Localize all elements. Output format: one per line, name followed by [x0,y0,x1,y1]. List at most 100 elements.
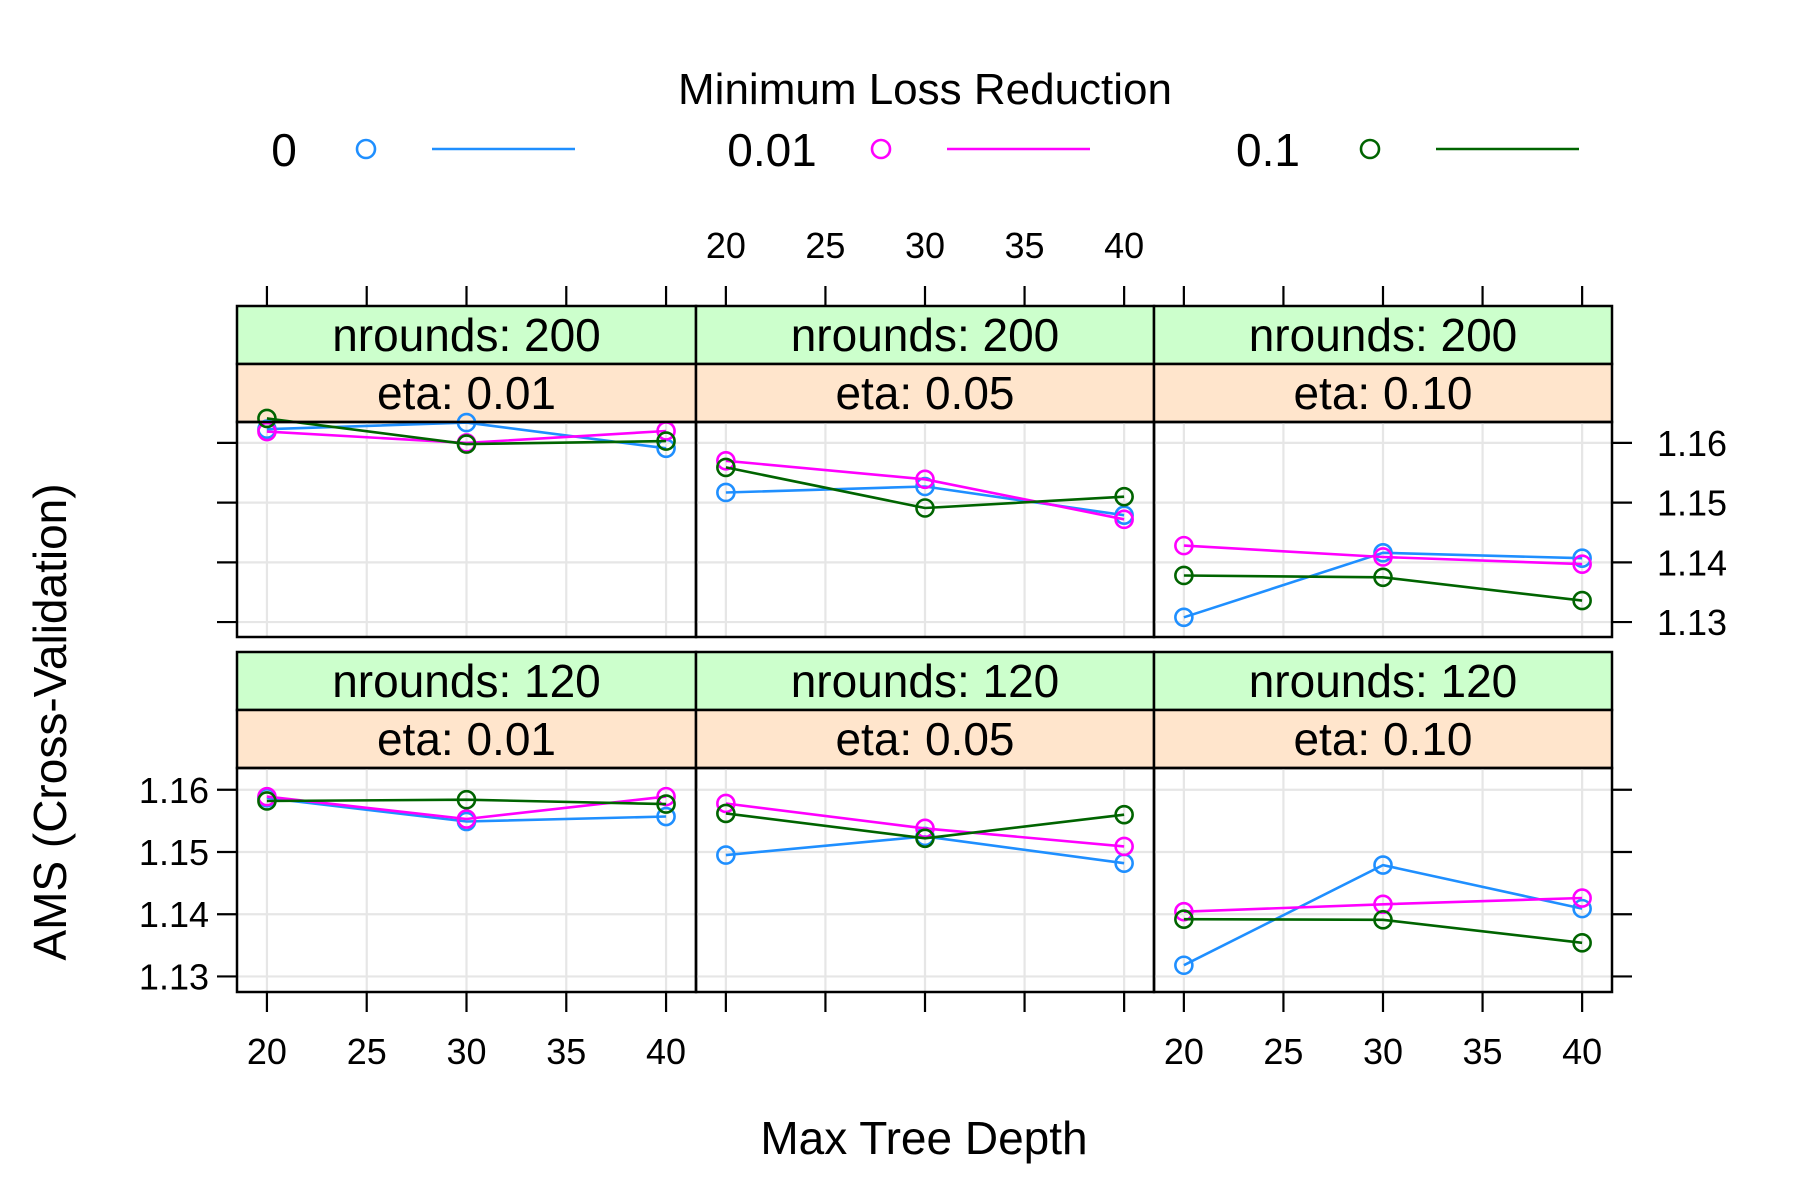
legend-marker-2 [1359,138,1381,160]
point-0-2-1 [456,434,477,454]
point-2-1-0 [1174,535,1194,556]
point-4-2-0 [716,803,736,824]
point-1-0-0 [716,482,736,503]
legend-label-1: 0.01 [727,124,817,176]
panel-border-2 [1152,420,1614,639]
strip-label-eta-2: eta: 0.10 [1293,367,1472,419]
strip-label-eta-5: eta: 0.10 [1293,713,1472,765]
series-line-2-0 [1183,551,1583,619]
strip-nrounds-0 [235,304,698,366]
point-2-2-1 [1373,567,1393,588]
point-1-1-1 [915,469,935,490]
series-line-2-1 [1183,544,1583,566]
x-tick-label-bottom-0-1: 25 [347,1031,387,1072]
strip-eta-0 [235,362,698,424]
point-5-2-1 [1373,910,1393,930]
point-4-1-2 [1114,836,1134,857]
point-4-2-1 [915,828,935,849]
y-tick-label-right-2: 1.15 [1657,483,1727,524]
x-tick-label-top-1: 25 [805,225,845,266]
series-line-5-2 [1183,917,1583,945]
series-line-3-2 [266,798,667,806]
point-2-1-2 [1572,554,1592,574]
x-tick-label-top-3: 35 [1005,225,1045,266]
point-5-1-0 [1174,901,1194,922]
series-line-4-2 [725,812,1125,840]
series-line-3-1 [266,795,667,821]
series-line-0-2 [266,417,667,446]
point-4-1-1 [915,818,935,839]
x-tick-label-top-0: 20 [706,225,746,266]
y-tick-label-right-1: 1.14 [1657,542,1727,583]
axes: 20 25 30 35 40 20 25 30 35 40 20 25 30 35 40 1.13 1.14 1.… [139,225,1727,1072]
point-1-1-0 [716,451,736,471]
series-line-5-1 [1183,896,1583,913]
panel-4: nrounds: 120 eta: 0.05 [694,650,1156,994]
x-tick-label-top-4: 40 [1104,225,1144,266]
strip-label-nrounds-5: nrounds: 120 [1249,655,1518,707]
x-tick-label-bottom-0-0: 20 [247,1031,287,1072]
strip-nrounds-5 [1152,650,1614,712]
point-5-0-0 [1174,955,1194,976]
strip-label-nrounds-2: nrounds: 200 [1249,309,1518,361]
point-1-2-2 [1114,486,1134,507]
series-line-5-0 [1183,863,1583,967]
legend-title: Minimum Loss Reduction [678,65,1172,114]
legend-marker-1 [870,138,892,160]
point-1-2-1 [915,498,935,518]
strip-label-eta-3: eta: 0.01 [377,713,556,765]
y-axis-title: AMS (Cross-Validation) [24,483,76,960]
point-3-2-0 [257,791,277,811]
point-3-1-1 [456,809,477,829]
legend: Minimum Loss Reduction 0 0.01 0.1 [271,65,1579,176]
y-tick-label-left-2: 1.15 [139,832,209,873]
strip-label-nrounds-0: nrounds: 200 [332,309,601,361]
point-5-2-0 [1174,909,1194,930]
panels: nrounds: 200 eta: 0.01 nrounds: 200 eta: 0.… [235,304,1614,994]
x-tick-label-bottom-2-1: 25 [1263,1031,1303,1072]
y-tick-label-left-3: 1.16 [139,770,209,811]
x-tick-label-bottom-0-3: 35 [546,1031,586,1072]
x-tick-label-bottom-2-0: 20 [1164,1031,1204,1072]
point-4-0-0 [716,845,736,865]
panel-1: nrounds: 200 eta: 0.05 [694,304,1156,639]
point-0-2-2 [656,431,676,451]
strip-label-eta-4: eta: 0.05 [835,713,1014,765]
series-line-4-1 [725,802,1125,848]
x-axis-title: Max Tree Depth [760,1112,1087,1164]
x-tick-label-bottom-2-2: 30 [1363,1031,1403,1072]
panel-2: nrounds: 200 eta: 0.10 [1152,304,1614,639]
series-line-1-1 [725,459,1125,521]
point-5-2-2 [1572,933,1592,953]
panel-5: nrounds: 120 eta: 0.10 [1152,650,1614,994]
strip-label-eta-1: eta: 0.05 [835,367,1014,419]
point-4-2-2 [1114,804,1134,825]
point-5-0-2 [1572,898,1592,919]
point-5-0-1 [1373,855,1393,875]
point-3-2-1 [456,789,477,810]
strip-label-nrounds-3: nrounds: 120 [332,655,601,707]
strip-nrounds-2 [1152,304,1614,366]
panel-0: nrounds: 200 eta: 0.01 [235,304,698,639]
strip-label-nrounds-1: nrounds: 200 [791,309,1060,361]
legend-label-0: 0 [271,124,297,176]
strip-label-eta-0: eta: 0.01 [377,367,556,419]
series-line-3-0 [266,796,667,823]
legend-label-2: 0.1 [1236,124,1300,176]
legend-marker-0 [355,138,377,160]
x-tick-label-bottom-0-4: 40 [646,1031,686,1072]
x-tick-label-bottom-2-3: 35 [1463,1031,1503,1072]
point-0-2-0 [257,408,277,429]
strip-eta-3 [235,708,698,770]
y-tick-label-left-1: 1.14 [139,894,209,935]
point-5-1-2 [1572,888,1592,908]
point-3-0-2 [656,806,676,827]
x-tick-label-top-2: 30 [905,225,945,266]
point-4-1-0 [716,793,736,814]
strip-eta-2 [1152,362,1614,424]
point-2-0-2 [1572,548,1592,568]
strip-eta-5 [1152,708,1614,770]
strip-label-nrounds-4: nrounds: 120 [791,655,1060,707]
panel-3: nrounds: 120 eta: 0.01 [235,650,698,994]
point-2-0-0 [1174,607,1194,628]
